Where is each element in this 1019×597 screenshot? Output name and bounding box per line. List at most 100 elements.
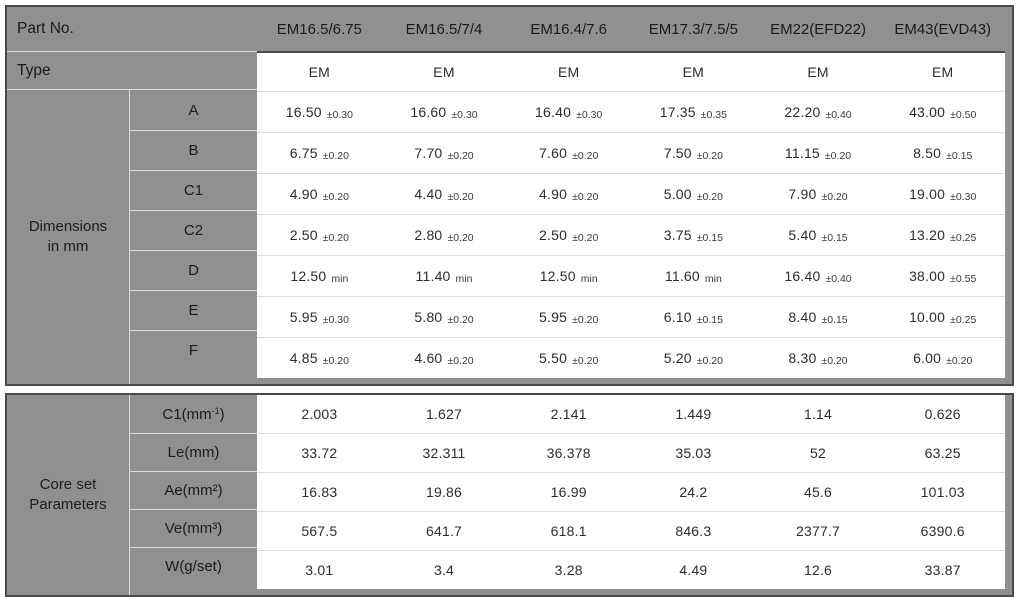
dim-value-cell: 7.50 ±0.20	[631, 145, 756, 162]
type-value: EM	[682, 64, 705, 80]
core-param-label-text: Ae(mm²)	[164, 482, 223, 499]
type-cell: EM	[631, 64, 756, 80]
core-param-label: C1(mm -1)	[162, 405, 225, 423]
dim-value-cell: 5.80 ±0.20	[382, 309, 507, 326]
dim-value-cell: 7.60 ±0.20	[506, 145, 631, 162]
dim-param-label: C1	[130, 170, 257, 210]
type-cell: EM	[756, 64, 881, 80]
dim-param-labels: A B C1 C2 D E F	[129, 90, 257, 384]
core-value-cell: 3.4	[382, 562, 507, 578]
dim-value-cell: 6.75 ±0.20	[257, 145, 382, 162]
dim-value: 8.40	[788, 309, 817, 325]
dim-tolerance: ±0.20	[821, 355, 848, 367]
dim-value: 8.30	[788, 350, 817, 366]
core-set-sub-labels: Core set Parameters C1(mm -1) Le(mm) Ae(mm²…	[7, 395, 257, 595]
dim-value-cell: 16.40 ±0.40	[756, 268, 881, 285]
core-value-cell: 32.311	[382, 445, 507, 461]
dim-value-cell: 4.85 ±0.20	[257, 350, 382, 367]
dim-tolerance: ±0.20	[696, 191, 723, 203]
core-value: 35.03	[675, 445, 712, 461]
core-value-cell: 6390.6	[880, 523, 1005, 539]
dim-value-cell: 8.50 ±0.15	[880, 145, 1005, 162]
core-value: 3.01	[305, 562, 334, 578]
type-label: Type	[7, 51, 257, 89]
core-value-cell: 3.01	[257, 562, 382, 578]
core-row: 2.003 1.627 2.141 1.449 1.14 0.626	[257, 395, 1005, 433]
dim-tolerance: ±0.20	[447, 232, 474, 244]
dim-value-cell: 4.40 ±0.20	[382, 186, 507, 203]
core-param-label: Le(mm)	[130, 433, 257, 471]
core-value: 0.626	[924, 406, 961, 422]
dim-tolerance: ±0.20	[572, 191, 599, 203]
core-param-label: W(g/set)	[130, 547, 257, 585]
dimensions-body: Type Dimensions in mm A B C1 C2 D E F EM EM EM EM…	[7, 51, 1012, 384]
dim-value: 5.50	[539, 350, 568, 366]
core-value-cell: 846.3	[631, 523, 756, 539]
dim-value: 22.20	[784, 104, 821, 120]
core-value: 63.25	[924, 445, 961, 461]
type-cell: EM	[257, 64, 382, 80]
core-param-labels: C1(mm -1) Le(mm) Ae(mm²) Ve(mm³) W(g/set)	[129, 395, 257, 595]
dim-tolerance: ±0.15	[821, 232, 848, 244]
dim-value-cell: 13.20 ±0.25	[880, 227, 1005, 244]
core-value: 36.378	[546, 445, 591, 461]
type-cell: EM	[506, 64, 631, 80]
dim-value-cell: 4.90 ±0.20	[506, 186, 631, 203]
dim-value-cell: 8.40 ±0.15	[756, 309, 881, 326]
core-param-label: Ve(mm³)	[130, 509, 257, 547]
dimensions-section-label-line1: Dimensions	[28, 217, 108, 235]
core-set-label-column: Core set Parameters C1(mm -1) Le(mm) Ae(mm²…	[7, 395, 257, 595]
dim-tolerance: ±0.30	[322, 314, 349, 326]
core-value-cell: 3.28	[506, 562, 631, 578]
dimensions-table: Part No. EM16.5/6.75 EM16.5/7/4 EM16.4/7.6…	[5, 5, 1014, 386]
dim-value-cell: 10.00 ±0.25	[880, 309, 1005, 326]
core-value: 32.311	[422, 445, 466, 461]
dim-value: 5.40	[788, 227, 817, 243]
dim-param-label: A	[188, 101, 199, 119]
dim-value-cell: 22.20 ±0.40	[756, 104, 881, 121]
core-value: 567.5	[301, 523, 338, 539]
dim-value: 7.50	[663, 145, 692, 161]
dim-value-cell: 17.35 ±0.35	[631, 104, 756, 121]
core-value-cell: 19.86	[382, 484, 507, 500]
dim-value: 5.95	[539, 309, 568, 325]
dim-tolerance: ±0.20	[946, 355, 973, 367]
core-value: 2.003	[301, 406, 338, 422]
core-row: 33.72 32.311 36.378 35.03 52 63.25	[257, 433, 1005, 472]
column-header: EM43(EVD43)	[894, 20, 992, 38]
dim-value-cell: 5.95 ±0.20	[506, 309, 631, 326]
core-value-cell: 63.25	[880, 445, 1005, 461]
dim-value: 12.50	[290, 268, 327, 284]
type-row: EM EM EM EM EM EM	[257, 53, 1005, 91]
type-cell: EM	[880, 64, 1005, 80]
dim-value: 16.60	[410, 104, 447, 120]
core-param-label: Ae(mm²)	[130, 471, 257, 509]
core-value: 16.83	[301, 484, 338, 500]
dim-tolerance: ±0.55	[950, 273, 977, 285]
core-value-cell: 2377.7	[756, 523, 881, 539]
core-value-cell: 641.7	[382, 523, 507, 539]
dim-row: 4.90 ±0.20 4.40 ±0.20 4.90 ±0.20 5.00 ±0.20 7.90…	[257, 173, 1005, 214]
dim-tolerance: ±0.20	[447, 150, 474, 162]
core-value-cell: 52	[756, 445, 881, 461]
core-param-label-text: Ve(mm³)	[164, 520, 223, 537]
dim-value: 3.75	[663, 227, 692, 243]
dimensions-label-column: Type Dimensions in mm A B C1 C2 D E F	[7, 51, 257, 384]
core-set-body: Core set Parameters C1(mm -1) Le(mm) Ae(mm²…	[7, 395, 1012, 595]
dim-value: 38.00	[909, 268, 946, 284]
core-set-table: Core set Parameters C1(mm -1) Le(mm) Ae(mm²…	[5, 393, 1014, 597]
dim-value-cell: 12.50 min	[257, 268, 382, 285]
dim-value: 13.20	[909, 227, 946, 243]
dim-value-cell: 11.60 min	[631, 268, 756, 285]
column-header: EM16.5/6.75	[276, 20, 362, 38]
dim-value-cell: 19.00 ±0.30	[880, 186, 1005, 203]
dim-value: 12.50	[539, 268, 576, 284]
dim-value-cell: 7.90 ±0.20	[756, 186, 881, 203]
dim-tolerance: ±0.30	[950, 191, 977, 203]
dim-tolerance: ±0.15	[946, 150, 973, 162]
dim-value: 16.50	[285, 104, 322, 120]
core-value: 1.627	[425, 406, 463, 422]
dim-tolerance: ±0.20	[824, 150, 852, 162]
part-no-label: Part No.	[17, 20, 74, 37]
